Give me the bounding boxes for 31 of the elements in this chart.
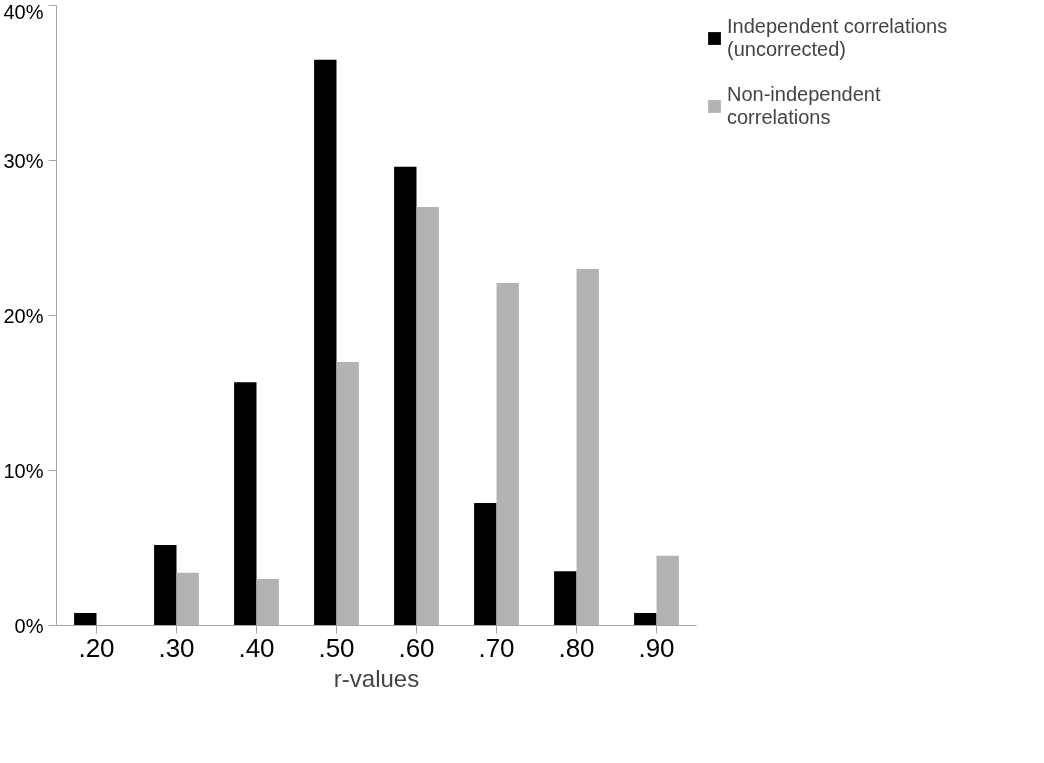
- bar: [496, 282, 519, 626]
- y-tick-label: 10%: [3, 459, 44, 482]
- x-tick-label: .20: [78, 632, 115, 663]
- x-tick-label: .90: [638, 632, 675, 663]
- y-tick-label: 30%: [3, 149, 44, 172]
- y-tick-label: 40%: [3, 0, 44, 23]
- x-tick-label: .30: [158, 632, 195, 663]
- bar: [314, 59, 337, 626]
- x-tick-label: .70: [478, 632, 515, 663]
- x-tick-label: .60: [398, 632, 435, 663]
- bar: [234, 382, 257, 626]
- bar: [74, 613, 97, 626]
- bar: [416, 207, 439, 626]
- bar: [576, 269, 599, 626]
- bar: [634, 613, 657, 626]
- legend-label: Independent correlations (uncorrected): [727, 15, 948, 61]
- legend-label: Non-independent correlations: [727, 83, 881, 129]
- bar: [554, 571, 577, 626]
- bar: [336, 362, 359, 626]
- bar: [256, 579, 279, 626]
- bar: [154, 544, 177, 626]
- x-tick-label: .80: [558, 632, 595, 663]
- bar: [474, 503, 497, 626]
- x-tick-label: .40: [238, 632, 275, 663]
- bar: [656, 555, 679, 626]
- y-tick-label: 20%: [3, 304, 44, 327]
- x-axis-title: r-values: [333, 664, 420, 692]
- x-tick-label: .50: [318, 632, 355, 663]
- bar: [394, 166, 417, 626]
- bar: [176, 572, 199, 626]
- y-tick-label: 0%: [14, 614, 44, 637]
